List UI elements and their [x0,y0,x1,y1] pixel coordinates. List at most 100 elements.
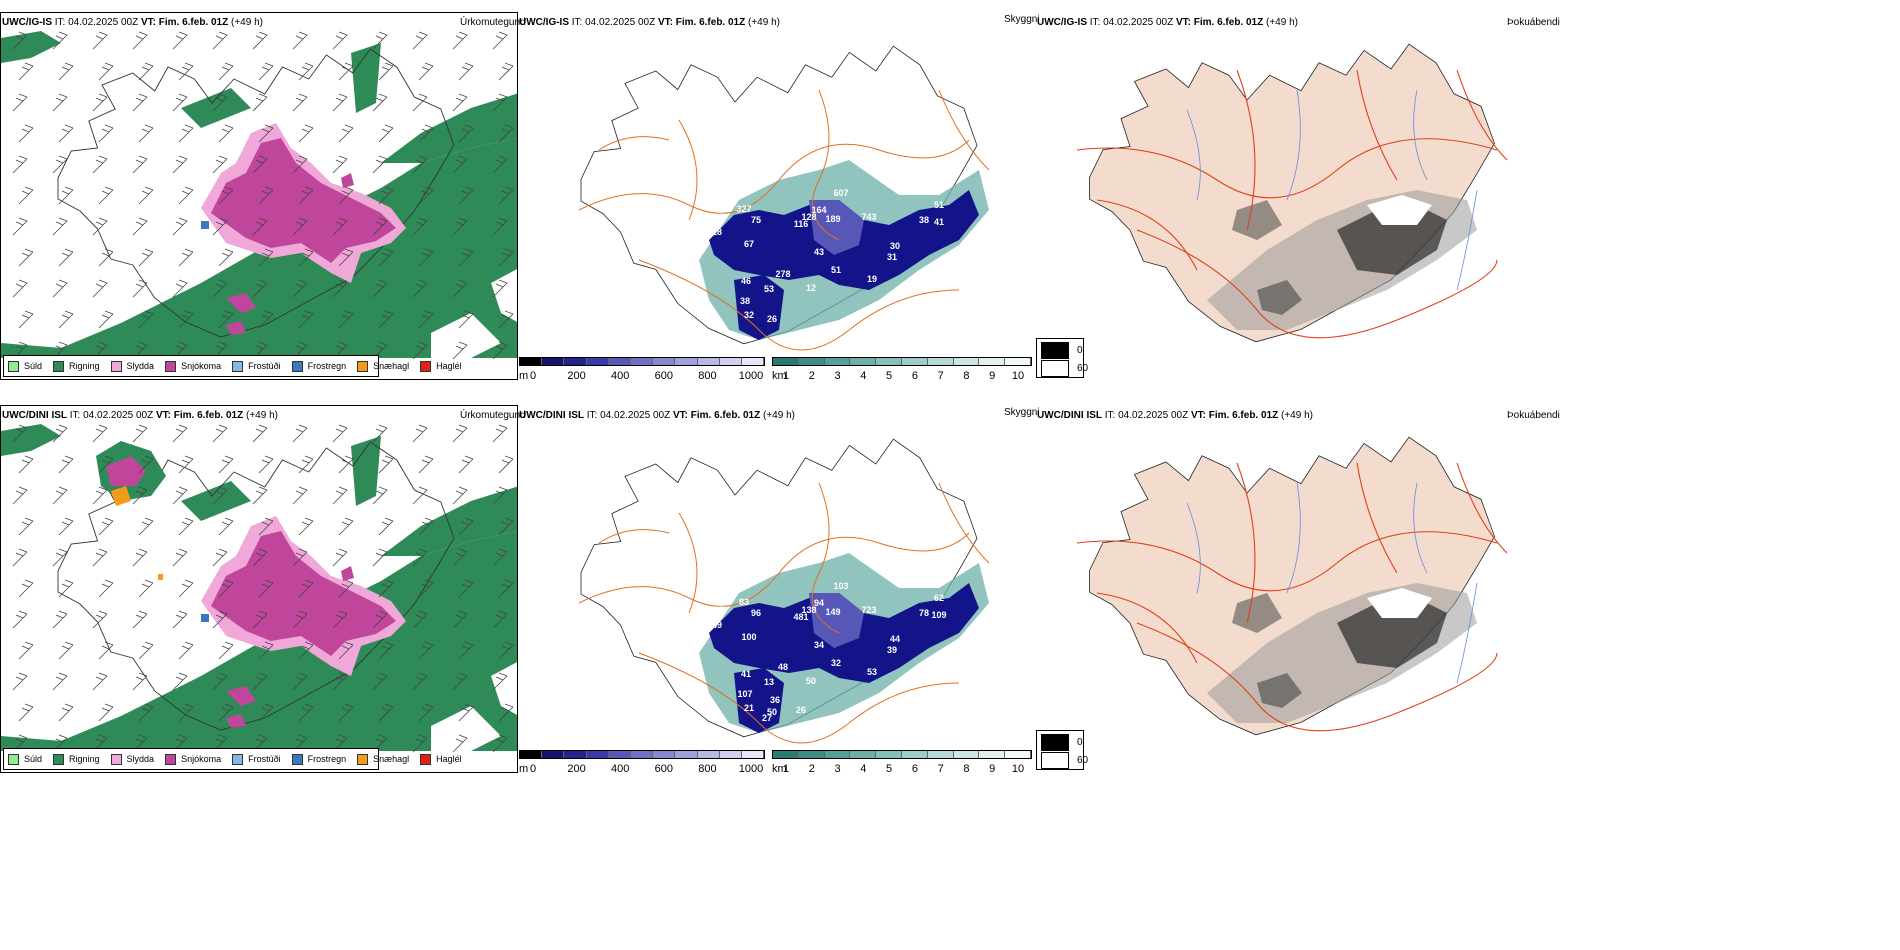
cloudbase-value: 13 [764,677,774,687]
colorbar-segment [520,358,543,365]
colorbar-unit: m [519,763,529,775]
cloudbase-colorbar: m 0 200 400 600 800 1000 [519,750,767,776]
cloudbase-value: 78 [919,608,929,618]
legend-item: Frostregn [291,360,346,372]
precip-type-title: Úrkomutegund [460,17,526,28]
cloudbase-value: 51 [831,265,841,275]
panel-header: UWC/IG-IS IT: 04.02.2025 00Z VT: Fim. 6.… [2,17,263,28]
colorbar-tick-label: 7 [937,763,944,775]
legend-swatch [53,360,65,372]
cloudbase-value: 100 [741,632,756,642]
colorbar-segment [564,358,587,365]
colorbar-segment [798,751,825,758]
colorbar-segment [850,751,877,758]
colorbar-tick-label: 4 [860,370,867,382]
legend-item: Frostúði [232,753,281,765]
colorbar-unit: km [772,763,787,775]
cloudbase-value: 27 [762,713,772,723]
colorbar-unit: km [772,370,787,382]
cloudbase-value: 32 [831,658,841,668]
cloudbase-value: 19 [867,274,877,284]
colorbar-tick-label: 200 [567,370,586,382]
colorbar-segment [608,751,631,758]
legend-swatch [110,360,122,372]
precip-map-graphic [1,424,517,753]
legend-item: Snæhagl [357,753,409,765]
colorbar-segment [773,751,799,758]
cloudbase-value: 34 [814,640,824,650]
colorbar-tick-label: 5 [886,763,893,775]
legend-swatch [420,360,432,372]
legend-swatch [165,360,177,372]
panel-header: UWC/IG-IS IT: 04.02.2025 00Z VT: Fim. 6.… [519,17,780,28]
colorbar-segment [979,358,1006,365]
colorbar-segment [564,751,587,758]
precip-type-title: Úrkomutegund [460,410,526,421]
panel-header: UWC/DINI ISL IT: 04.02.2025 00Z VT: Fim.… [2,410,278,421]
visibility-colorbar: km 1 2 3 4 5 6 7 8 9 10 [772,750,1034,776]
legend-label: Snjókoma [181,361,222,371]
legend-item: Snjókoma [165,753,221,765]
colorbar-segment [719,358,742,365]
cloudbase-value: 149 [825,607,840,617]
colorbar-segment [773,358,799,365]
visibility-title: Skyggni [1004,407,1040,418]
cloudbase-value: 103 [833,581,848,591]
precip-type-map-igis: Súld Rigning Slydda Snjókoma Frostúði Frostre… [0,12,518,380]
colorbar-segment [979,751,1006,758]
legend-item: Slydda [110,753,154,765]
fog-indicator-map-dini [1037,423,1550,748]
legend-item: Slydda [110,360,154,372]
legend-item: Frostregn [291,753,346,765]
fog-map-graphic [1076,436,1508,736]
legend-item: Snæhagl [357,360,410,372]
colorbar-segment [798,358,825,365]
legend-item: Haglél [420,753,462,765]
fog-legend-swatch [1041,734,1069,751]
cloudbase-value: 41 [934,217,944,227]
legend-label: Súld [24,754,43,764]
colorbar-tick-label: 200 [567,763,586,775]
cloudbase-value: 116 [794,219,809,229]
colorbar-tick-label: 8 [963,370,970,382]
colorbar-tick-label: 10 [1011,763,1025,775]
colorbar-segment [520,751,543,758]
fog-indicator-title: Þokuábendi [1507,410,1560,421]
cloudbase-value: 75 [751,215,761,225]
cloudbase-value: 31 [887,252,897,262]
colorbar-tick-label: 3 [834,370,841,382]
cloudbase-value: 743 [861,212,876,222]
fog-legend-swatch [1041,752,1069,769]
colorbar-strip [772,357,1032,366]
visibility-colorbar: km 1 2 3 4 5 6 7 8 9 10 [772,357,1034,383]
fog-map-graphic [1076,43,1508,343]
colorbar-tick-label: 1000 [738,370,764,382]
colorbar-tick-label: 7 [937,370,944,382]
colorbar-segment [876,751,902,758]
cloudbase-value: 48 [778,662,788,672]
cloudbase-value: 96 [751,608,761,618]
legend-item: Snjókoma [165,360,222,372]
colorbar-segment [953,751,980,758]
legend-label: Frostúði [248,361,281,371]
fog-legend-row: 60 [1041,360,1088,377]
legend-label: Snæhagl [373,361,410,371]
legend-swatch [110,753,122,765]
cloudbase-value: 107 [737,689,752,699]
colorbar-tick-label: 0 [529,763,537,775]
colorbar-segment [876,358,902,365]
legend-item: Rigning [53,753,100,765]
cloudbase-value: 39 [887,645,897,655]
colorbar-tick-label: 800 [698,370,717,382]
cloudbase-value: 85 [714,605,724,615]
cloudbase-value: 53 [764,284,774,294]
colorbar-segment [542,358,565,365]
colorbar-strip [772,750,1032,759]
colorbar-segment [953,358,980,365]
fog-legend-row: 0 [1041,734,1083,751]
legend-label: Rigning [69,361,100,371]
cloudbase-value: 62 [934,593,944,603]
colorbar-strip [519,357,765,366]
